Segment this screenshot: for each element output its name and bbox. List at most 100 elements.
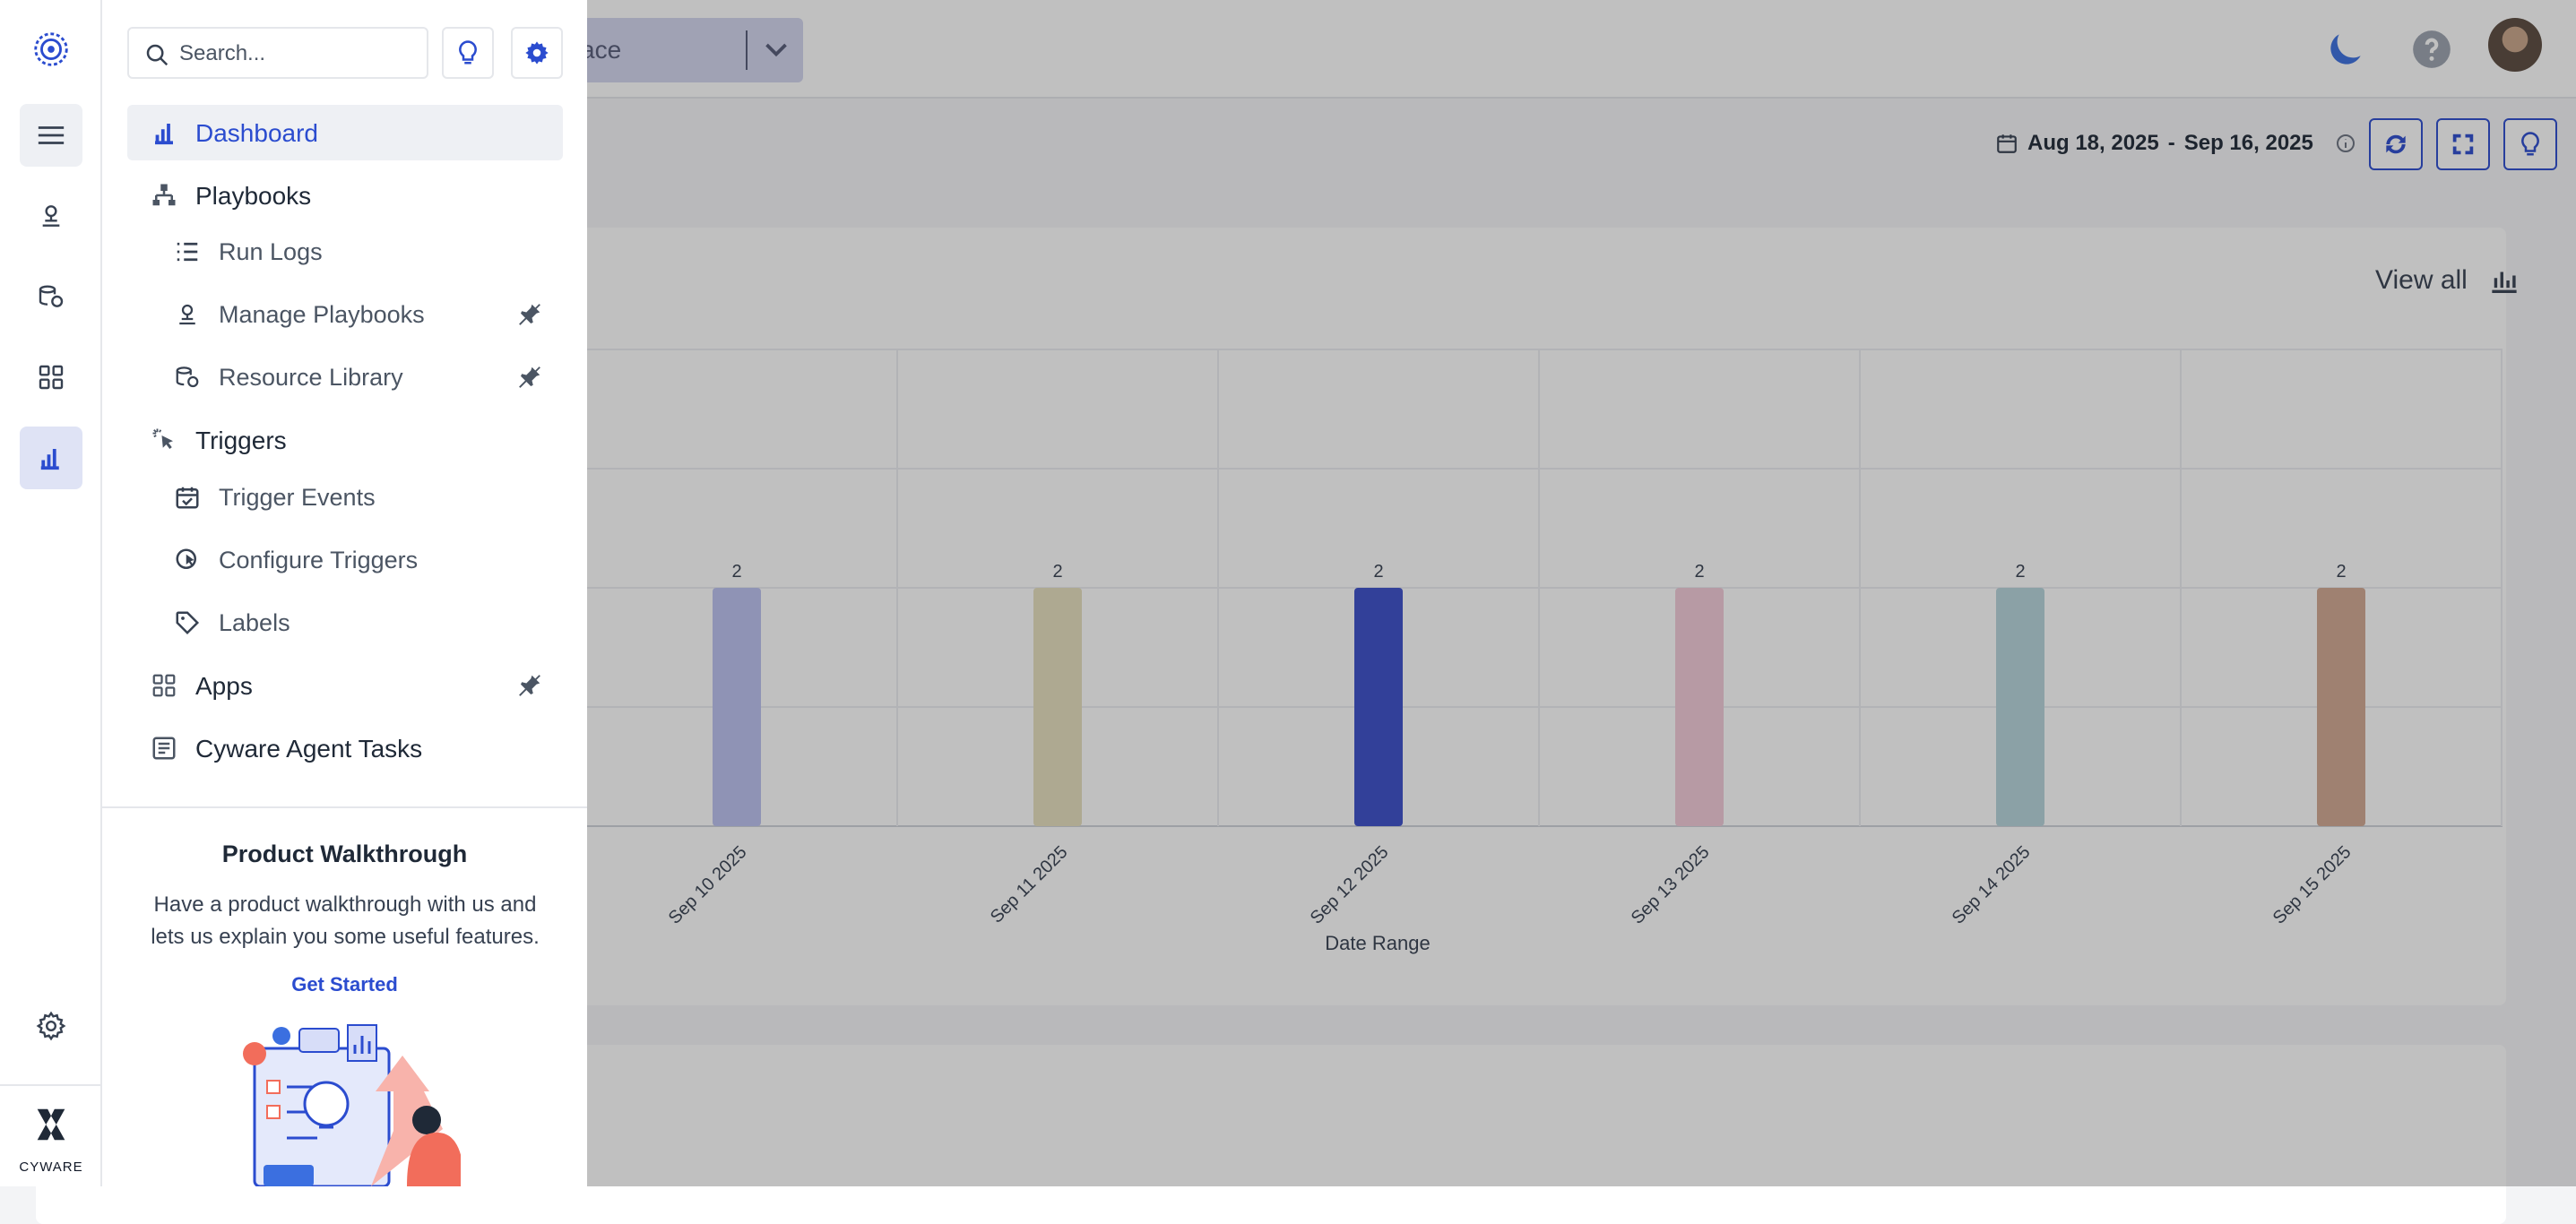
date-start: Aug 18, 2025 bbox=[2027, 131, 2159, 155]
refresh-button[interactable] bbox=[2369, 118, 2423, 170]
menu-toggle-button[interactable] bbox=[20, 104, 82, 167]
app-logo[interactable] bbox=[20, 18, 82, 81]
nav-label-resource-library: Resource Library bbox=[219, 364, 403, 391]
nav-settings-button[interactable] bbox=[511, 27, 563, 79]
chart-bar[interactable] bbox=[1354, 588, 1403, 826]
nav-label-configure-triggers: Configure Triggers bbox=[219, 547, 419, 573]
chart-bar[interactable] bbox=[1996, 588, 2044, 826]
task-list-icon bbox=[152, 737, 176, 760]
bar-value-label: 2 bbox=[1373, 562, 1383, 582]
pin-icon[interactable] bbox=[516, 364, 543, 391]
orchestrate-logo-icon bbox=[34, 32, 68, 66]
nav-drawer: Dashboard Playbooks Run Logs Manage Play… bbox=[102, 0, 587, 1186]
nav-label-run-logs: Run Logs bbox=[219, 238, 323, 265]
tips-toggle-button[interactable] bbox=[442, 27, 494, 79]
playbook-icon bbox=[42, 205, 60, 227]
hamburger-icon bbox=[38, 126, 65, 144]
chart-bar[interactable] bbox=[1033, 588, 1082, 826]
chart-bars bbox=[713, 588, 2365, 826]
list-icon bbox=[177, 242, 198, 262]
rail-dashboard[interactable] bbox=[20, 427, 82, 489]
search-box[interactable] bbox=[127, 27, 428, 79]
moon-icon[interactable] bbox=[2323, 27, 2368, 72]
refresh-icon bbox=[2386, 134, 2406, 154]
dashboard-bars-icon bbox=[40, 449, 59, 470]
nav-label-labels: Labels bbox=[219, 609, 290, 636]
calendar-check-icon bbox=[176, 487, 199, 509]
nav-label-apps: Apps bbox=[195, 672, 253, 700]
date-separator: - bbox=[2167, 131, 2175, 155]
trigger-cursor-icon bbox=[152, 428, 173, 449]
walkthrough-illustration-icon bbox=[243, 1024, 461, 1186]
nav-label-playbooks: Playbooks bbox=[195, 182, 312, 210]
lightbulb-icon bbox=[2521, 132, 2539, 156]
apps-grid-icon bbox=[39, 365, 64, 390]
nav-label-trigger-events: Trigger Events bbox=[219, 484, 376, 511]
walkthrough-divider bbox=[102, 806, 587, 808]
info-icon[interactable] bbox=[2335, 133, 2356, 154]
nav-item-run-logs[interactable]: Run Logs bbox=[127, 224, 563, 280]
chart-bar[interactable] bbox=[713, 588, 761, 826]
lightbulb-icon bbox=[459, 40, 477, 65]
avatar[interactable] bbox=[2488, 18, 2542, 72]
bar-value-label: 2 bbox=[731, 562, 741, 582]
gear-icon bbox=[525, 41, 549, 65]
workspace-select-value: ace bbox=[581, 36, 622, 64]
help-icon[interactable] bbox=[2409, 27, 2454, 72]
bar-value-label: 2 bbox=[1694, 562, 1704, 582]
rail-playbooks[interactable] bbox=[20, 185, 82, 247]
x-axis-label: Date Range bbox=[1325, 932, 1430, 954]
nav-label-triggers: Triggers bbox=[195, 427, 287, 454]
bar-value-label: 2 bbox=[1052, 562, 1062, 582]
nav-item-configure-triggers[interactable]: Configure Triggers bbox=[127, 532, 563, 588]
nav-item-triggers[interactable]: Triggers bbox=[127, 412, 563, 468]
nav-item-dashboard[interactable]: Dashboard bbox=[127, 105, 563, 160]
chevron-down-icon bbox=[765, 43, 787, 57]
chart-bar[interactable] bbox=[1675, 588, 1724, 826]
tag-icon bbox=[176, 611, 200, 635]
resource-icon bbox=[176, 366, 199, 388]
walkthrough-title: Product Walkthrough bbox=[221, 840, 468, 867]
fullscreen-button[interactable] bbox=[2436, 118, 2490, 170]
chart-bar[interactable] bbox=[2317, 588, 2365, 826]
nav-label-agent-tasks: Cyware Agent Tasks bbox=[195, 735, 423, 763]
nav-label-dashboard: Dashboard bbox=[195, 119, 318, 147]
select-divider bbox=[746, 30, 748, 70]
date-end: Sep 16, 2025 bbox=[2183, 131, 2313, 155]
bar-value-label: 2 bbox=[2015, 562, 2025, 582]
rail-apps[interactable] bbox=[20, 346, 82, 409]
pin-icon[interactable] bbox=[516, 672, 543, 699]
rail-settings[interactable] bbox=[20, 995, 82, 1057]
bar-chart-icon bbox=[2492, 272, 2517, 293]
bar-value-label: 2 bbox=[2336, 562, 2346, 582]
get-started-link[interactable]: Get Started bbox=[291, 973, 398, 996]
configure-trigger-icon bbox=[176, 548, 196, 569]
nav-label-manage-playbooks: Manage Playbooks bbox=[219, 301, 425, 328]
date-range[interactable]: Aug 18, 2025 - Sep 16, 2025 bbox=[1995, 131, 2356, 156]
nav-item-labels[interactable]: Labels bbox=[127, 595, 563, 651]
expand-icon bbox=[2452, 134, 2474, 155]
nav-item-trigger-events[interactable]: Trigger Events bbox=[127, 470, 563, 525]
workspace-select[interactable]: ace bbox=[565, 18, 803, 82]
walkthrough-description: Have a product walkthrough with us and l… bbox=[151, 892, 540, 949]
nav-item-agent-tasks[interactable]: Cyware Agent Tasks bbox=[127, 720, 563, 776]
cyware-logo: CYWARE bbox=[0, 1084, 102, 1186]
rail-resources[interactable] bbox=[20, 265, 82, 328]
tips-button[interactable] bbox=[2503, 118, 2557, 170]
search-icon bbox=[146, 44, 169, 66]
pin-icon[interactable] bbox=[516, 301, 543, 328]
nav-item-apps[interactable]: Apps bbox=[127, 658, 563, 713]
view-all-link[interactable]: View all bbox=[2375, 265, 2520, 296]
icon-rail: CYWARE bbox=[0, 0, 102, 1186]
calendar-icon bbox=[1997, 134, 2017, 153]
nav-item-manage-playbooks[interactable]: Manage Playbooks bbox=[127, 287, 563, 342]
playbook-tree-icon bbox=[152, 184, 176, 206]
cyware-mark-icon bbox=[37, 1108, 65, 1141]
nav-item-playbooks[interactable]: Playbooks bbox=[127, 168, 563, 223]
resource-icon bbox=[39, 285, 64, 307]
search-input[interactable] bbox=[179, 36, 421, 72]
gear-icon bbox=[36, 1011, 66, 1041]
nav-item-resource-library[interactable]: Resource Library bbox=[127, 349, 563, 405]
view-all-label: View all bbox=[2375, 265, 2468, 295]
dashboard-bars-icon bbox=[155, 124, 173, 145]
